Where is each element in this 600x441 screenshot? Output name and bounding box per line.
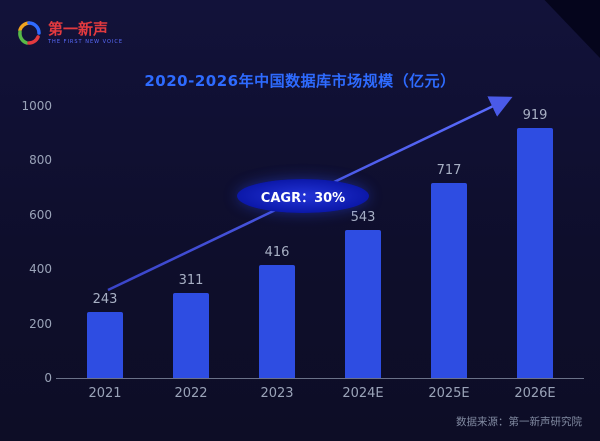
bar-value-label: 311 — [178, 273, 204, 289]
brand-logo: 第一新声 THE FIRST NEW VOICE — [16, 20, 123, 46]
x-axis: 2021 2022 2023 2024E 2025E 2026E — [62, 386, 578, 401]
bar-group: 416 — [234, 106, 320, 378]
y-tick-label: 200 — [29, 316, 52, 331]
x-tick-label: 2021 — [88, 386, 122, 401]
bar-group: 311 — [148, 106, 234, 378]
x-tick-label: 2026E — [514, 386, 556, 401]
bar-group: 717 — [406, 106, 492, 378]
y-tick-label: 600 — [29, 207, 52, 222]
bar-group: 543 — [320, 106, 406, 378]
y-tick-label: 1000 — [21, 99, 52, 113]
y-tick-label: 400 — [29, 262, 52, 277]
bar-group: 919 — [492, 106, 578, 378]
bar-value-label: 919 — [522, 108, 548, 124]
x-tick-label: 2025E — [428, 386, 470, 401]
bar-value-label: 543 — [350, 210, 376, 226]
bar-value-label: 243 — [92, 291, 118, 307]
bar-value-label: 717 — [436, 162, 462, 178]
source-note: 数据来源：第一新声研究院 — [456, 416, 582, 428]
x-tick-label: 2022 — [174, 386, 208, 401]
bar — [517, 128, 553, 378]
y-tick-label: 0 — [44, 371, 52, 385]
cagr-badge: CAGR：30% — [237, 179, 369, 213]
brand-tagline: THE FIRST NEW VOICE — [48, 38, 124, 45]
bar — [259, 264, 295, 378]
bar — [87, 311, 123, 378]
x-tick-label: 2023 — [260, 386, 294, 401]
brand-name: 第一新声 — [48, 20, 109, 38]
bar-value-label: 416 — [264, 244, 290, 260]
plot-area: 243 311 416 543 717 919 — [62, 106, 578, 378]
brand-text: 第一新声 THE FIRST NEW VOICE — [48, 21, 123, 45]
bar-group: 243 — [62, 106, 148, 378]
x-axis-line — [56, 378, 584, 379]
corner-decoration — [544, 0, 600, 58]
y-tick-label: 800 — [29, 153, 52, 168]
bar — [173, 293, 209, 378]
bar — [431, 182, 467, 378]
x-tick-label: 2024E — [342, 386, 384, 401]
logo-icon — [18, 21, 41, 45]
chart-title: 2020-2026年中国数据库市场规模（亿元） — [144, 72, 456, 90]
cagr-label: CAGR：30% — [260, 190, 346, 206]
y-axis: 0 200 400 600 800 1000 — [10, 99, 52, 385]
bar — [345, 230, 381, 378]
